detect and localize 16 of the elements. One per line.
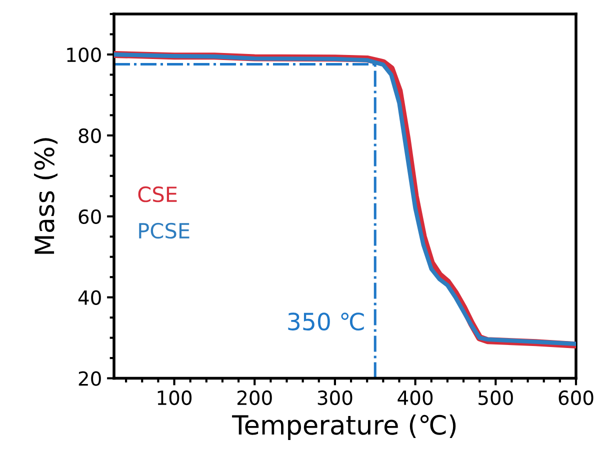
x-tick-label: 600 [558,390,594,406]
x-tick-label: 400 [398,390,433,406]
x-tick-label: 500 [478,390,513,406]
y-tick-label: 40 [78,290,101,305]
y-tick-label: 100 [67,47,101,62]
x-tick-label: 100 [158,390,192,406]
x-axis-title: Temperature (℃) [232,414,456,440]
text: PCSE [139,222,190,239]
x-tick-label: 200 [237,390,272,406]
y-tick-label: 60 [78,209,101,224]
text: CSE [138,186,177,202]
y-axis-title: Mass (%) [34,138,58,254]
y-tick-label: 20 [78,371,101,386]
ref-line-label: 350 ℃ [288,312,364,330]
y-tick-label: 80 [78,128,101,144]
x-tick-label: 300 [318,390,352,406]
